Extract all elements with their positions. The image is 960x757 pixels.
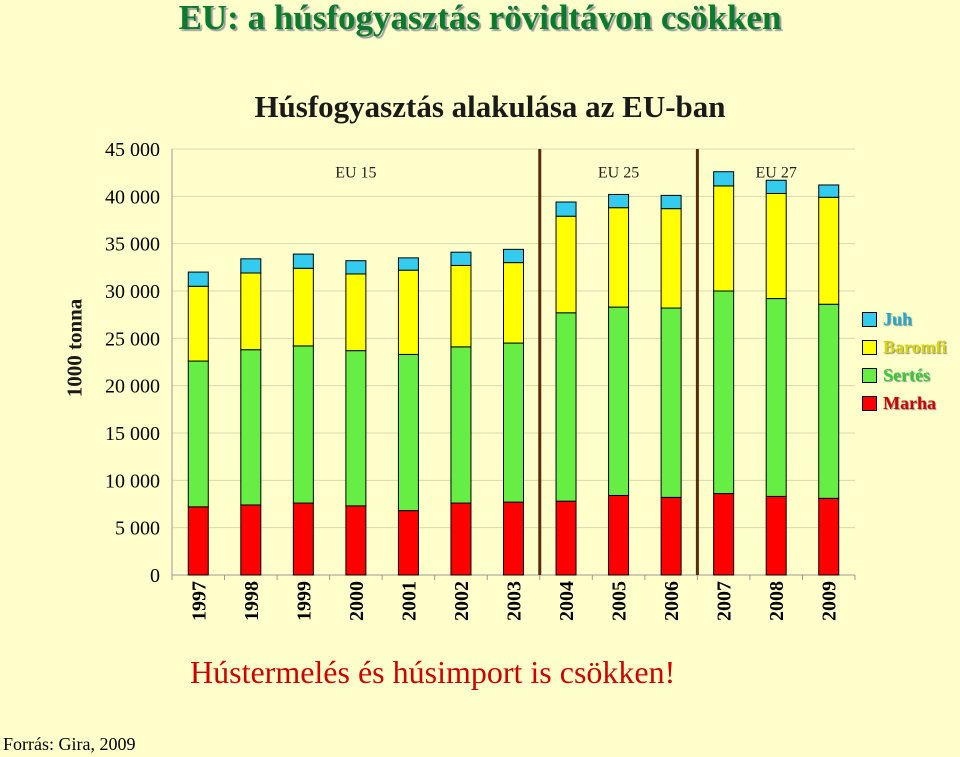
bar-segment xyxy=(713,171,735,187)
bar-segment xyxy=(818,303,840,499)
chart-title: Húsfogyasztás alakulása az EU-ban xyxy=(254,89,726,124)
bar-segment xyxy=(450,251,472,266)
legend-swatch xyxy=(862,311,877,327)
y-tick-label: 35 000 xyxy=(105,234,160,256)
x-tick-label: 2002 xyxy=(451,581,473,621)
bar-segment xyxy=(660,496,682,576)
bar-segment xyxy=(660,194,682,210)
x-tick-label: 1997 xyxy=(188,581,210,621)
bar-segment xyxy=(450,264,472,348)
bar-segment xyxy=(345,260,367,275)
x-tick-label: 2005 xyxy=(609,581,631,621)
source-note: Forrás: Gira, 2009 xyxy=(3,734,136,754)
bar-segment xyxy=(503,501,524,576)
bar-segment xyxy=(240,504,262,576)
bar-segment xyxy=(397,257,419,271)
bar-segment xyxy=(555,312,577,502)
bar-segment xyxy=(713,493,735,576)
x-tick-label: 2007 xyxy=(714,581,736,621)
legend-swatch xyxy=(862,339,877,355)
bar-segment xyxy=(292,345,314,504)
bar-segment xyxy=(765,298,787,497)
bar-segment xyxy=(187,285,209,362)
bar-segment xyxy=(818,196,840,305)
bar-segment xyxy=(713,185,735,292)
footer-message: Hústermelés és húsimport is csökken! xyxy=(190,654,676,690)
y-tick-label: 15 000 xyxy=(105,423,160,445)
bar-segment xyxy=(187,506,209,576)
x-tick-label: 2001 xyxy=(398,581,420,621)
bar-segment xyxy=(240,272,262,351)
y-tick-label: 0 xyxy=(150,565,160,587)
y-tick-label: 10 000 xyxy=(105,470,160,492)
bar-segment xyxy=(503,262,524,344)
bar-segment xyxy=(818,184,840,198)
legend-item: Baromfi xyxy=(862,333,947,361)
bar-segment xyxy=(187,271,209,287)
region-label: EU 27 xyxy=(756,165,797,182)
legend-swatch xyxy=(862,395,877,411)
y-tick-label: 30 000 xyxy=(105,281,160,303)
bar-segment xyxy=(608,207,630,308)
y-tick-label: 45 000 xyxy=(105,139,160,161)
legend-label: Marha xyxy=(883,392,936,413)
bar-segment xyxy=(818,497,840,576)
bar-segment xyxy=(555,201,577,217)
y-tick-label: 5 000 xyxy=(115,518,160,540)
bar-segment xyxy=(765,179,787,194)
bar-segment xyxy=(503,342,524,503)
bar-segment xyxy=(187,360,209,508)
y-tick-label: 25 000 xyxy=(105,328,160,350)
y-tick-label: 40 000 xyxy=(105,186,160,208)
x-tick-label: 2006 xyxy=(661,581,683,621)
bar-segment xyxy=(450,502,472,576)
x-tick-label: 2003 xyxy=(504,581,526,621)
bar-segment xyxy=(292,502,314,576)
bar-segment xyxy=(765,495,787,576)
x-tick-label: 2009 xyxy=(819,581,841,621)
bar-segment xyxy=(450,346,472,504)
x-tick-label: 1999 xyxy=(293,581,315,621)
bar-segment xyxy=(292,253,314,269)
bar-segment xyxy=(765,192,787,300)
bar-segment xyxy=(397,353,419,512)
x-tick-label: 1998 xyxy=(241,581,263,621)
legend-item: Juh xyxy=(862,305,947,333)
chart-legend: Juh Baromfi Sertés Marha xyxy=(862,305,947,417)
region-label: EU 25 xyxy=(598,165,639,182)
bar-segment xyxy=(345,505,367,576)
legend-label: Juh xyxy=(883,308,913,329)
legend-swatch xyxy=(862,367,877,383)
bar-segment xyxy=(660,307,682,498)
x-tick-label: 2000 xyxy=(346,581,368,621)
bar-segment xyxy=(345,350,367,507)
bar-segment xyxy=(555,215,577,314)
bar-segment xyxy=(503,248,524,264)
bar-segment xyxy=(240,349,262,506)
slide-title: EU: a húsfogyasztás rövidtávon csökken xyxy=(178,0,782,37)
y-tick-label: 20 000 xyxy=(105,376,160,398)
x-tick-label: 2008 xyxy=(766,581,788,621)
legend-label: Baromfi xyxy=(883,336,947,357)
bar-segment xyxy=(713,290,735,495)
bar-segment xyxy=(608,306,630,496)
bar-segment xyxy=(660,208,682,309)
bar-segment xyxy=(345,273,367,352)
bar-segment xyxy=(397,510,419,576)
x-tick-label: 2004 xyxy=(556,581,578,621)
legend-label: Sertés xyxy=(883,364,930,385)
bar-segment xyxy=(608,494,630,576)
region-label: EU 15 xyxy=(335,165,376,182)
bar-segment xyxy=(608,193,630,209)
legend-item: Sertés xyxy=(862,361,947,389)
legend-item: Marha xyxy=(862,389,947,417)
bar-segment xyxy=(292,267,314,347)
bar-segment xyxy=(555,500,577,576)
bar-segment xyxy=(240,258,262,274)
bar-segment xyxy=(397,269,419,355)
